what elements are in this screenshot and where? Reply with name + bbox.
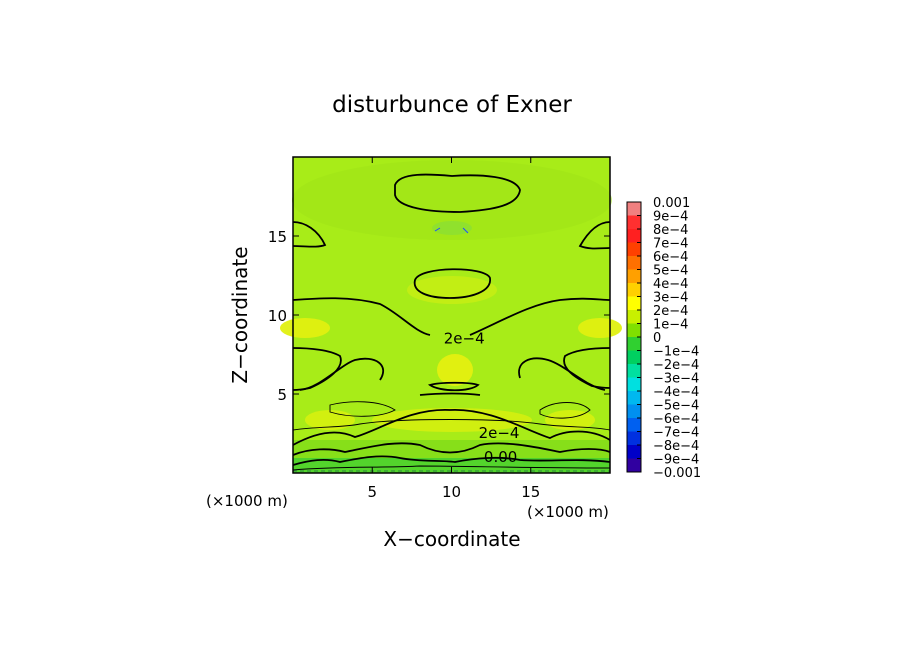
contour-line (394, 173, 521, 213)
colorbar-swatch (627, 310, 641, 324)
colorbar-swatch (627, 391, 641, 405)
colorbar-swatch (627, 445, 641, 459)
colorbar-swatch (627, 377, 641, 392)
colorbar-label: 2e−4 (653, 304, 688, 319)
colorbar-label: 5e−4 (653, 264, 688, 279)
colorbar-label: −1e−4 (653, 345, 699, 360)
colorbar-label: 1e−4 (653, 318, 688, 333)
colorbar-label: 3e−4 (653, 291, 688, 306)
colorbar-label: −0.001 (653, 466, 701, 481)
chart-title: disturbunce of Exner (332, 92, 572, 118)
y-tick-label: 10 (268, 307, 287, 325)
contour-label: 2e−4 (479, 424, 520, 442)
contour-line (434, 227, 469, 234)
color-region (437, 354, 473, 386)
contour-line (292, 442, 611, 456)
color-region (578, 318, 622, 338)
color-region (545, 410, 595, 430)
x-axis-unit-left: (×1000 m) (206, 492, 288, 510)
x-tick-label: 5 (367, 483, 377, 501)
contour-line (292, 419, 611, 431)
y-tick-label: 15 (268, 228, 287, 246)
x-tick-label: 15 (521, 483, 540, 501)
colorbar-label: 7e−4 (653, 237, 688, 252)
colorbar-swatch (627, 215, 641, 230)
colorbar-label: 6e−4 (653, 250, 688, 265)
colorbar-label: −8e−4 (653, 439, 699, 454)
color-region (432, 221, 472, 235)
colorbar-label: 8e−4 (653, 223, 688, 238)
contour-line (413, 268, 491, 299)
colorbar-label: 4e−4 (653, 277, 688, 292)
y-axis-ticks: 5 10 15 (268, 228, 610, 404)
colorbar-swatch (627, 323, 641, 338)
contour-line (292, 465, 611, 471)
colorbar-label: −9e−4 (653, 453, 699, 468)
colorbar-swatch (627, 242, 641, 257)
colorbar-swatch (627, 269, 641, 284)
colorbar-swatch (627, 350, 641, 365)
colorbar-swatch (627, 364, 641, 378)
colorbar-swatch (627, 337, 641, 351)
colorbar-label: −4e−4 (653, 385, 699, 400)
y-axis-label: Z−coordinate (228, 246, 252, 383)
colorbar-swatch (627, 458, 641, 473)
colorbar: 0.0019e−48e−47e−46e−45e−44e−43e−42e−41e−… (626, 196, 701, 481)
color-region (293, 440, 610, 460)
contour-line (292, 455, 611, 466)
contour-line (419, 392, 481, 396)
colorbar-swatch (627, 296, 641, 311)
contour-line (578, 221, 611, 250)
colorbar-label: −3e−4 (653, 372, 699, 387)
contour-label: 0.00 (484, 448, 517, 466)
contour-line (299, 357, 385, 391)
color-region (280, 318, 330, 338)
contour-line (427, 381, 480, 392)
x-tick-label: 10 (442, 483, 461, 501)
colorbar-label: 0 (653, 331, 661, 346)
color-field (280, 160, 622, 473)
colorbar-label: −2e−4 (653, 358, 699, 373)
colorbar-swatch (627, 431, 641, 446)
plot-area: 2e−4 2e−4 0.00 (280, 156, 622, 474)
contour-line (518, 357, 606, 391)
contour-line (292, 221, 327, 248)
contour-line (329, 401, 396, 417)
contour-line (292, 297, 611, 336)
colorbar-swatch (627, 418, 641, 432)
contour-line (539, 402, 591, 419)
contour-lines (292, 173, 611, 472)
y-tick-label: 5 (277, 386, 287, 404)
contour-label: 2e−4 (444, 329, 485, 347)
colorbar-swatch (627, 202, 641, 216)
colorbar-label: −7e−4 (653, 426, 699, 441)
x-axis-label: X−coordinate (383, 527, 520, 551)
contour-line (292, 409, 611, 446)
color-region (292, 160, 612, 240)
x-axis-unit-right: (×1000 m) (527, 503, 609, 521)
colorbar-label: 9e−4 (653, 210, 688, 225)
colorbar-label: 0.001 (653, 196, 690, 211)
color-region (407, 276, 497, 304)
colorbar-swatch (627, 229, 641, 243)
colorbar-label: −5e−4 (653, 399, 699, 414)
colorbar-swatch (627, 256, 641, 270)
colorbar-label: −6e−4 (653, 412, 699, 427)
contour-labels: 2e−4 2e−4 0.00 (444, 329, 520, 466)
colorbar-swatch (627, 404, 641, 419)
x-axis-ticks: 5 10 15 (367, 157, 540, 501)
colorbar-swatch (627, 283, 641, 297)
